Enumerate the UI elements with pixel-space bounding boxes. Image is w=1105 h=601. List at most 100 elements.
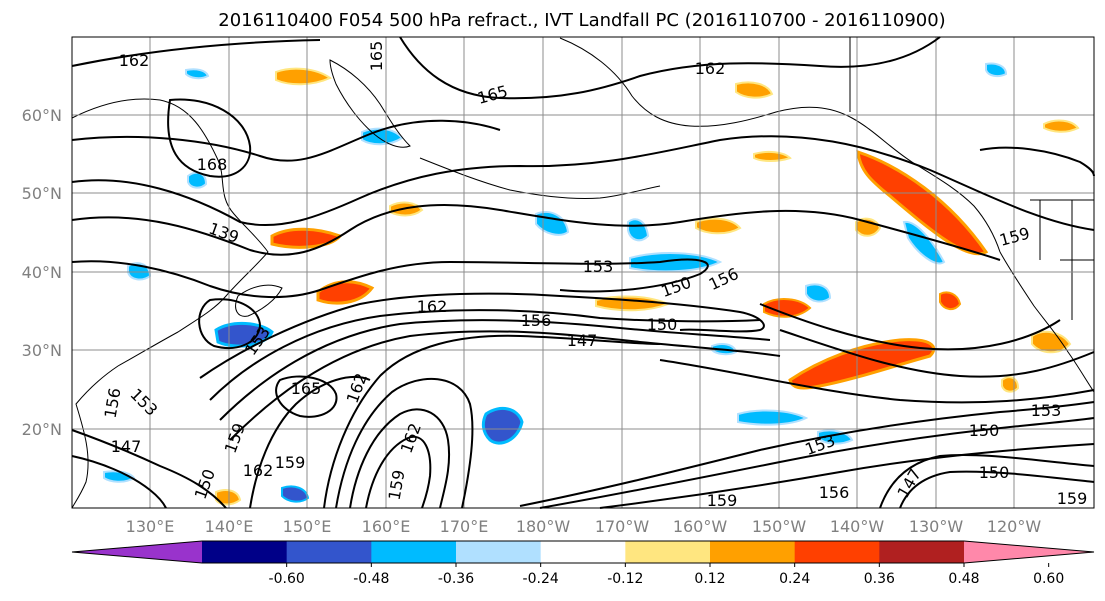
contour-line [399, 36, 941, 100]
contour-label: 150 [647, 315, 678, 334]
colorbar-segment [794, 541, 880, 563]
contour-line [323, 334, 661, 509]
anomaly-patch [1001, 376, 1020, 393]
colorbar-tick-label: 0.12 [694, 571, 725, 587]
anomaly-patch [856, 149, 989, 256]
contour-line [71, 39, 321, 67]
anomaly-patch [1031, 330, 1072, 354]
coastlines [71, 37, 1095, 509]
coastline-alaska [559, 37, 1001, 253]
colorbar-segment [371, 541, 457, 563]
colorbar-segment [202, 541, 288, 563]
contour-line [71, 429, 227, 509]
contour-line [71, 455, 167, 509]
contour-line [659, 359, 1095, 404]
contour-line [759, 303, 1061, 351]
contour-label: 165 [367, 41, 386, 72]
lon-label: 170°W [595, 517, 650, 536]
lon-label: 160°E [362, 517, 411, 536]
contour-label: 147 [567, 331, 598, 350]
contour-line [899, 470, 1095, 509]
lon-label: 140°E [205, 517, 254, 536]
contour-line [979, 146, 1095, 177]
lon-label: 140°W [830, 517, 885, 536]
contour-label: 150 [969, 421, 1000, 440]
lat-label: 60°N [22, 106, 62, 125]
contour-line [219, 319, 771, 421]
lat-label: 30°N [22, 341, 62, 360]
contour-label: 159 [707, 491, 738, 510]
contour-label: 147 [111, 437, 142, 456]
contour-label: 168 [197, 155, 228, 174]
anomaly-patch [695, 217, 742, 235]
anomaly-patch [185, 68, 210, 80]
colorbar-tick-label: 0.24 [779, 571, 810, 587]
contour-label: 156 [521, 311, 552, 330]
lat-label: 40°N [22, 263, 62, 282]
coastline-north-america [999, 251, 1095, 393]
coastline-japan [235, 284, 283, 317]
figure-title: 2016110400 F054 500 hPa refract., IVT La… [218, 10, 945, 31]
colorbar-tick-label: -0.24 [523, 571, 559, 587]
contour-line [167, 98, 252, 178]
anomaly-patch [1043, 119, 1080, 133]
longitude-labels: 130°E 140°E 150°E 160°E 170°E 180°W 170°… [126, 517, 1042, 536]
contour-line [349, 408, 451, 509]
colorbar-tick-label: 0.36 [864, 571, 895, 587]
contour-line [71, 135, 1095, 231]
anomaly-patch [629, 252, 723, 273]
contour-line [365, 435, 432, 509]
lon-label: 160°W [673, 517, 728, 536]
map-frame [71, 36, 1095, 509]
coastline-aleutians [419, 157, 661, 200]
lon-label: 150°E [283, 517, 332, 536]
contour-line [879, 453, 1095, 509]
anomaly-patch [215, 489, 242, 506]
colorbar-tick-label: -0.60 [269, 571, 305, 587]
contour-label: 165 [291, 379, 322, 398]
lon-label: 130°W [909, 517, 964, 536]
contour-line [198, 298, 262, 349]
colorbar-tick-label: -0.12 [607, 571, 643, 587]
lon-label: 120°W [987, 517, 1042, 536]
contour-line [71, 258, 709, 299]
anomaly-patch [281, 485, 310, 503]
contour-line [779, 329, 1095, 378]
map-panel: 162 165 162 165 168 139 153 156 150 162 … [71, 36, 1095, 510]
graticule [72, 37, 1094, 508]
colorbar-tick-label: 0.60 [1033, 571, 1064, 587]
anomaly-patch [939, 291, 962, 310]
contour-line [599, 443, 1095, 509]
lat-label: 50°N [22, 184, 62, 203]
contour-line [229, 330, 781, 441]
contour-label: 153 [1031, 401, 1062, 420]
colorbar-segment [456, 541, 542, 563]
state-borders [849, 37, 1094, 320]
latitude-labels: 60°N 50°N 40°N 30°N 20°N [22, 106, 62, 439]
anomaly-patch [805, 283, 832, 303]
colorbar-extend-high [964, 541, 1094, 563]
contour-label: 162 [695, 59, 726, 78]
contour-line [71, 203, 1001, 261]
contour-label: 162 [119, 51, 150, 70]
colorbar-segment [540, 541, 626, 563]
contour-label: 159 [275, 453, 306, 472]
anomaly-patch [735, 81, 774, 99]
contour-label: 156 [819, 483, 850, 502]
contour-line [335, 377, 474, 509]
anomaly-patch [753, 150, 792, 162]
contour-line [71, 119, 501, 162]
colorbar-tick-label: -0.48 [353, 571, 389, 587]
colorbar-tick-label: -0.36 [438, 571, 474, 587]
lon-label: 150°W [752, 517, 807, 536]
anomaly-patch [737, 409, 809, 426]
lon-label: 170°E [440, 517, 489, 536]
contour-line [249, 376, 371, 509]
anomaly-patch [275, 67, 333, 86]
contour-label: 162 [243, 461, 274, 480]
contours [71, 36, 1095, 509]
lon-label: 130°E [126, 517, 175, 536]
colorbar-extend-low [72, 541, 202, 563]
contour-label: 153 [583, 257, 614, 276]
